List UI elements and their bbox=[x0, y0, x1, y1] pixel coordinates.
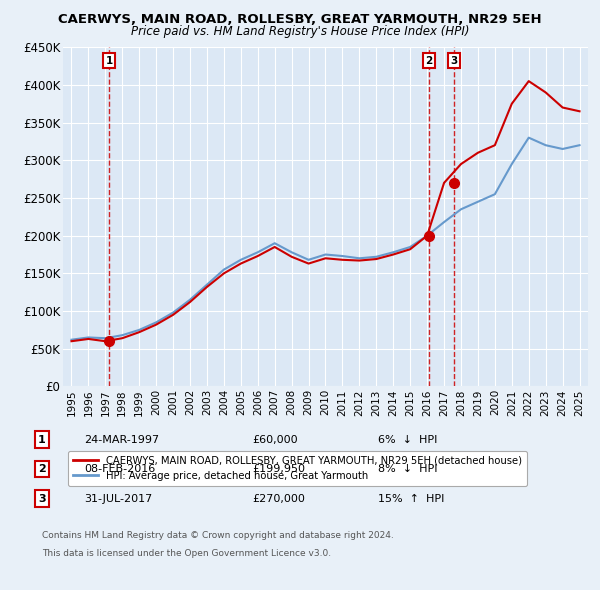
Legend: CAERWYS, MAIN ROAD, ROLLESBY, GREAT YARMOUTH, NR29 5EH (detached house), HPI: Av: CAERWYS, MAIN ROAD, ROLLESBY, GREAT YARM… bbox=[68, 451, 527, 486]
Text: 1: 1 bbox=[106, 55, 113, 65]
Text: £199,950: £199,950 bbox=[252, 464, 305, 474]
Text: 2: 2 bbox=[38, 464, 46, 474]
Text: 08-FEB-2016: 08-FEB-2016 bbox=[84, 464, 155, 474]
Text: This data is licensed under the Open Government Licence v3.0.: This data is licensed under the Open Gov… bbox=[42, 549, 331, 558]
Text: Contains HM Land Registry data © Crown copyright and database right 2024.: Contains HM Land Registry data © Crown c… bbox=[42, 531, 394, 540]
Text: Price paid vs. HM Land Registry's House Price Index (HPI): Price paid vs. HM Land Registry's House … bbox=[131, 25, 469, 38]
Text: 31-JUL-2017: 31-JUL-2017 bbox=[84, 494, 152, 503]
Text: 8%  ↓  HPI: 8% ↓ HPI bbox=[378, 464, 437, 474]
Text: 1: 1 bbox=[38, 435, 46, 444]
Text: 3: 3 bbox=[38, 494, 46, 503]
Text: 6%  ↓  HPI: 6% ↓ HPI bbox=[378, 435, 437, 444]
Text: 2: 2 bbox=[425, 55, 433, 65]
Text: £270,000: £270,000 bbox=[252, 494, 305, 503]
Text: 24-MAR-1997: 24-MAR-1997 bbox=[84, 435, 159, 444]
Text: 3: 3 bbox=[450, 55, 457, 65]
Text: £60,000: £60,000 bbox=[252, 435, 298, 444]
Text: 15%  ↑  HPI: 15% ↑ HPI bbox=[378, 494, 445, 503]
Text: CAERWYS, MAIN ROAD, ROLLESBY, GREAT YARMOUTH, NR29 5EH: CAERWYS, MAIN ROAD, ROLLESBY, GREAT YARM… bbox=[58, 13, 542, 26]
